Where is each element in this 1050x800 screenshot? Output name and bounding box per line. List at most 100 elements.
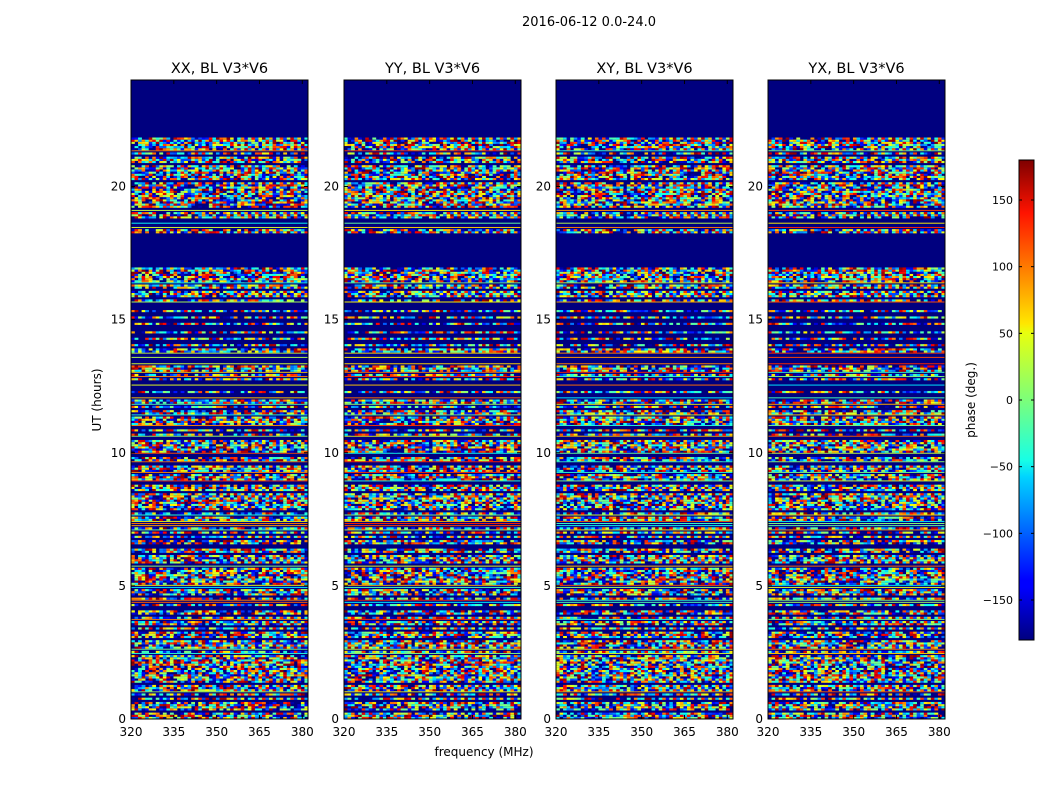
phase-cell [265,410,270,413]
phase-cell [304,610,308,613]
phase-cell [169,642,174,645]
phase-cell [162,640,167,643]
phase-cell [226,373,231,377]
phase-row [131,648,308,650]
phase-cell [187,712,192,715]
phase-cell [194,572,199,575]
phase-cell [152,706,157,709]
phase-cell [226,467,231,470]
phase-cell [159,659,164,662]
phase-cell [230,365,234,368]
phase-cell [205,714,210,717]
phase-cell [261,506,266,509]
phase-cell [223,442,227,445]
phase-cell [293,676,298,679]
phase-cell [226,474,231,477]
phase-cell [208,390,213,394]
phase-cell [290,603,295,607]
phase-cell [219,373,224,377]
phase-cell [258,631,263,634]
phase-cell [226,488,231,492]
phase-cell [169,439,174,443]
phase-cell [258,701,263,705]
phase-cell [290,627,295,630]
phase-cell [173,420,178,423]
phase-cell [265,678,270,681]
phase-cell [244,501,249,504]
phase-cell [177,442,181,445]
phase-cell [290,429,295,432]
phase-cell [300,661,305,664]
phase-cell [251,631,256,634]
phase-cell [265,444,270,447]
phase-cell [244,627,249,630]
phase-cell [212,693,217,696]
phase-cell [208,535,213,538]
phase-cell [300,348,305,351]
phase-cell [162,708,167,711]
phase-cell [191,572,196,575]
phase-cell [279,446,284,449]
phase-cell [187,420,192,423]
phase-cell [134,344,139,347]
phase-cell [159,508,164,511]
phase-cell [304,373,308,377]
phase-cell [208,704,213,707]
phase-cell [230,399,234,402]
phase-cell [226,684,231,688]
phase-cell [145,663,149,666]
phase-cell [223,439,227,443]
phase-cell [219,488,224,492]
phase-cell [162,687,167,690]
phase-cell [205,465,210,468]
phase-cell [254,540,259,543]
phase-row [131,652,308,654]
phase-cell [162,450,167,453]
phase-cell [258,680,263,683]
phase-cell [187,410,192,413]
phase-cell [159,635,164,639]
phase-cell [131,486,135,489]
phase-cell [219,650,224,653]
phase-cell [265,495,270,498]
phase-cell [286,459,291,462]
phase-cell [212,550,217,553]
phase-cell [237,450,242,453]
phase-cell [269,661,273,664]
phase-cell [297,518,302,521]
phase-cell [138,442,142,445]
phase-cell [152,674,157,677]
phase-cell [279,567,284,570]
phase-cell [177,348,181,351]
phase-cell [184,478,188,481]
phase-cell [261,589,266,592]
phase-cell [152,367,157,370]
phase-cell [258,476,263,479]
phase-cell [215,378,220,381]
phase-cell [272,416,277,419]
phase-cell [215,578,220,581]
phase-cell [148,561,153,564]
phase-cell [138,405,142,409]
phase-cell [261,706,266,709]
phase-cell [148,603,153,607]
phase-cell [198,561,203,564]
phase-cell [251,667,256,671]
phase-cell [184,610,188,613]
phase-cell [155,644,160,647]
phase-cell [131,621,135,624]
phase-cell [159,593,164,596]
phase-cell [145,369,149,372]
phase-cell [283,410,288,413]
phase-cell [304,650,308,653]
phase-cell [169,612,174,615]
phase-cell [169,684,174,688]
phase-cell [258,467,263,470]
phase-cell [201,442,206,445]
phase-cell [247,416,252,419]
phase-cell [226,589,231,592]
phase-cell [187,531,192,534]
phase-cell [230,484,234,487]
phase-cell [152,399,157,402]
phase-cell [230,712,234,715]
